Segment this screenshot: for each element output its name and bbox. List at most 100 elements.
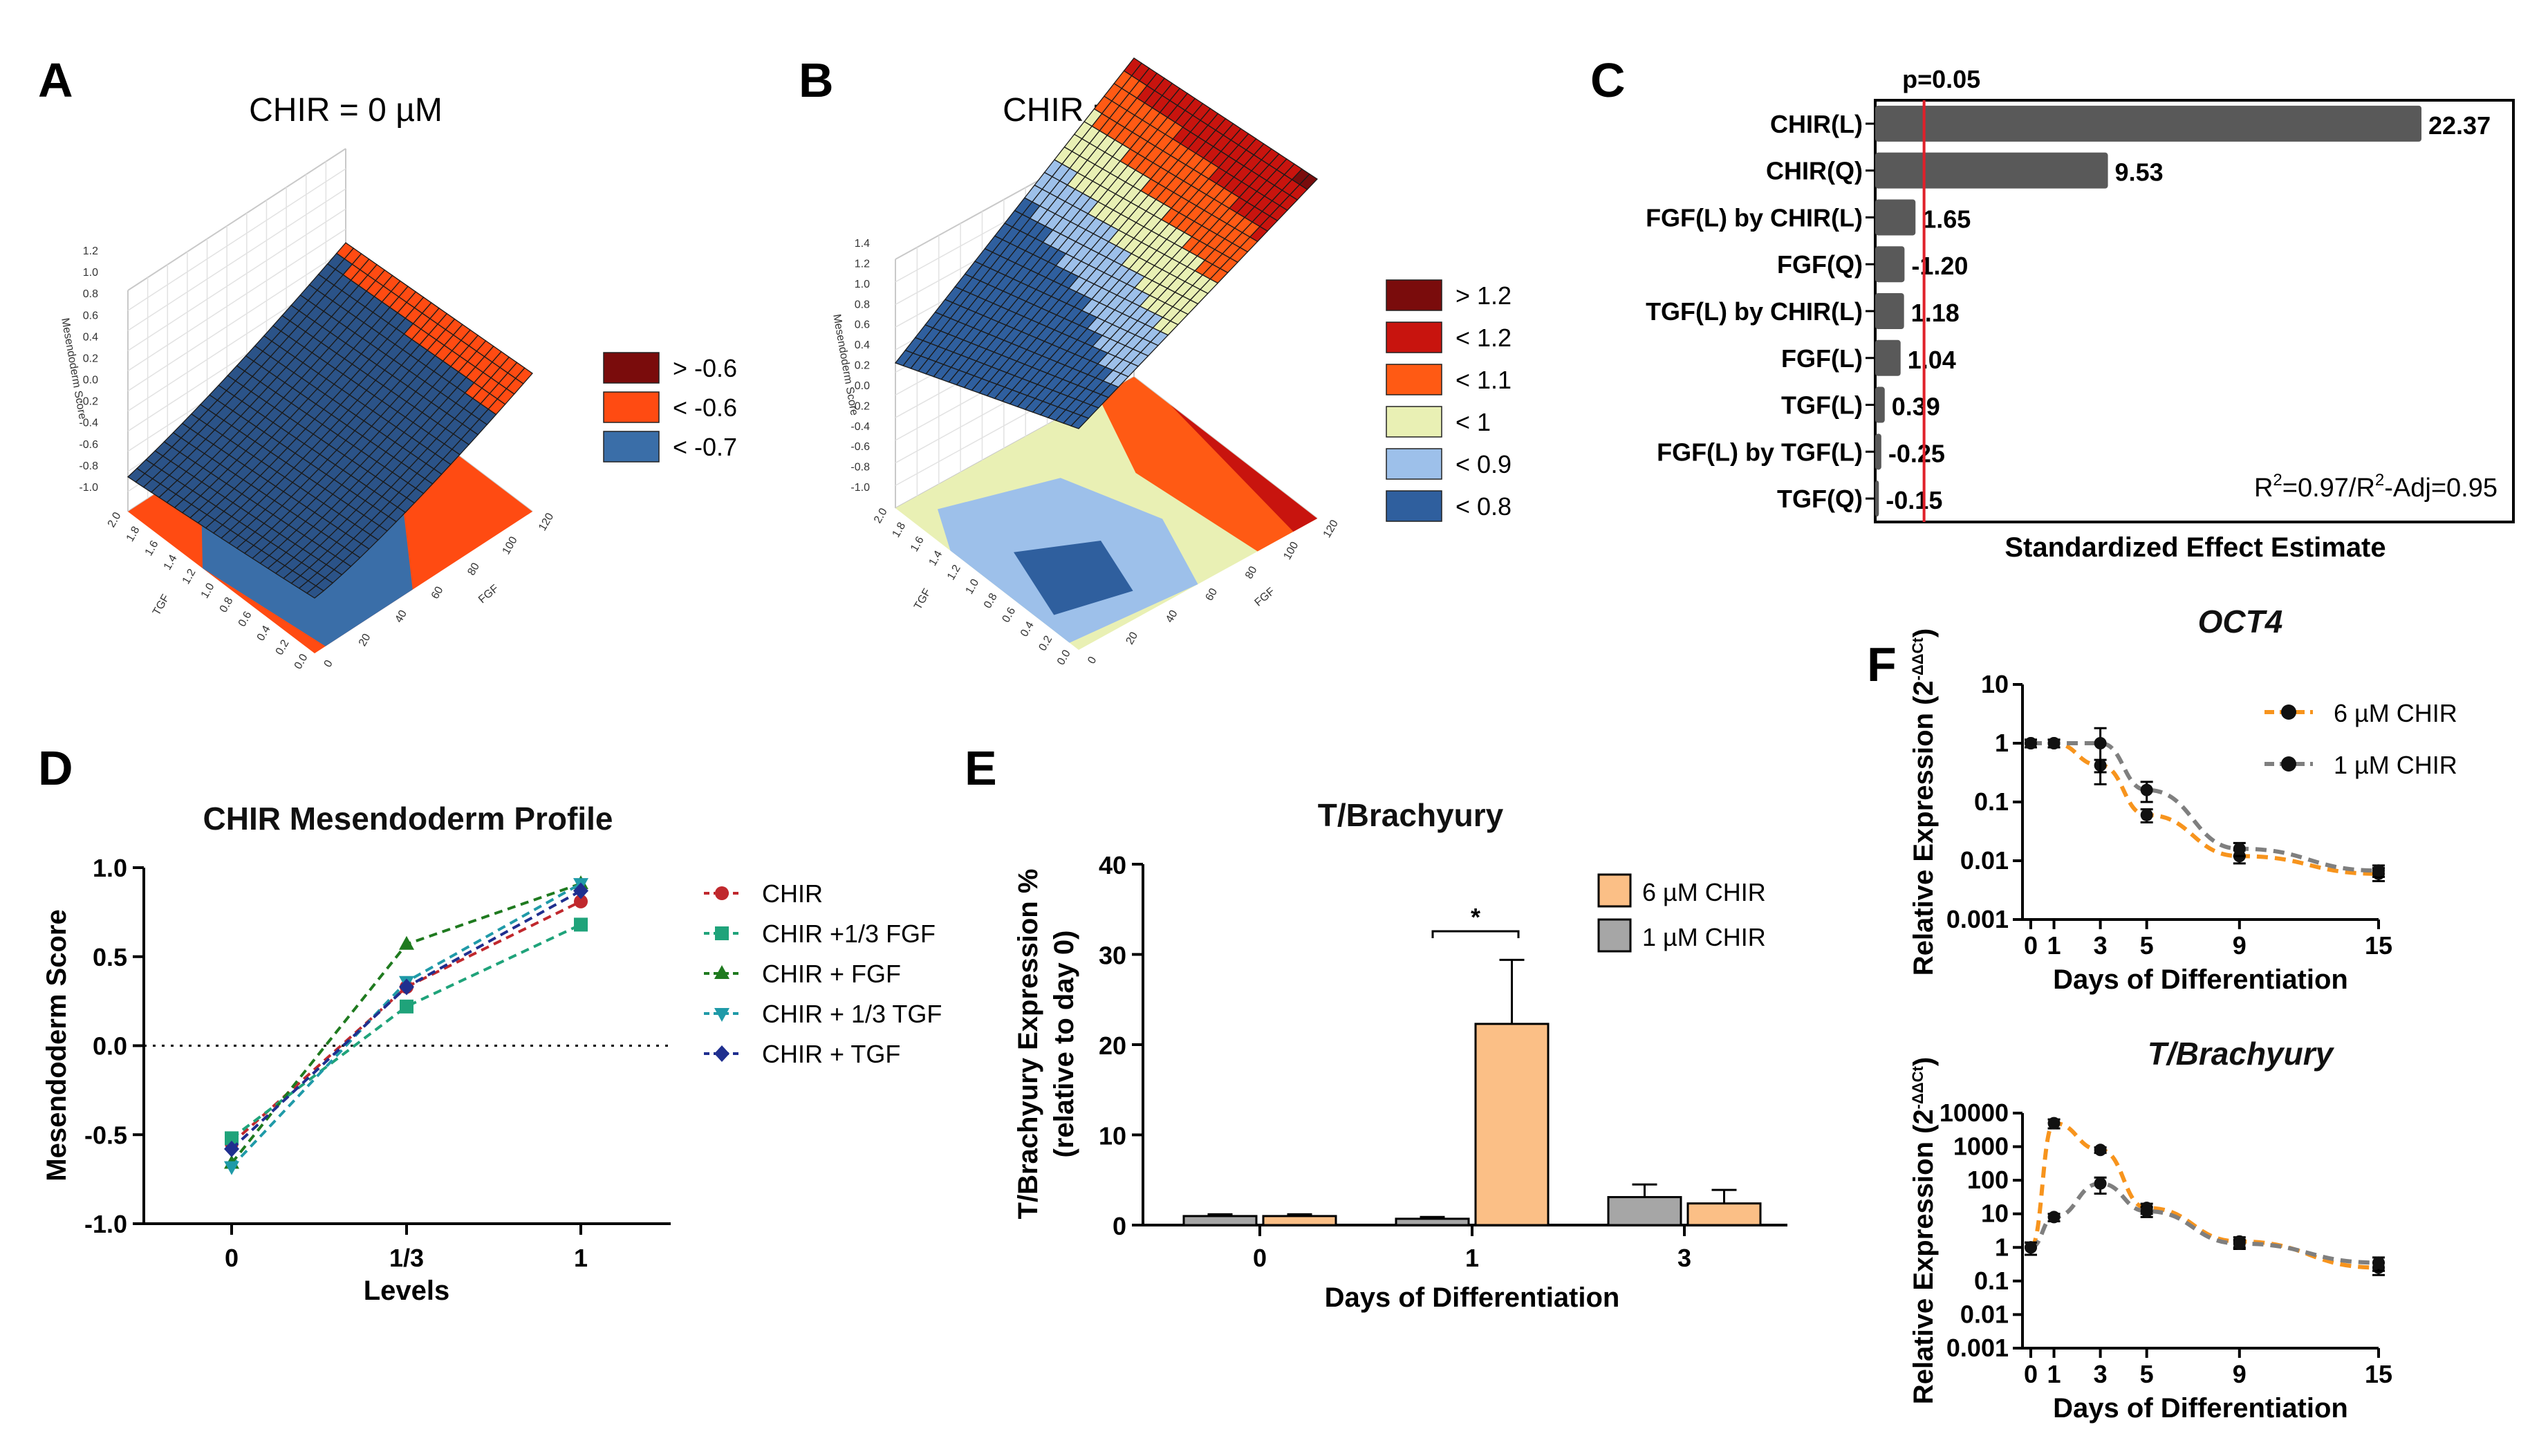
f-x-tick-label: 1 xyxy=(2047,1360,2061,1388)
f-legend-label: 1 µM CHIR xyxy=(2334,751,2457,779)
legend-label: < -0.6 xyxy=(673,393,737,422)
surface-fgf-axis-label: FGF xyxy=(1253,586,1278,609)
surface-tgf-tick-label: 1.0 xyxy=(963,577,981,597)
d-legend-label: CHIR xyxy=(762,879,823,908)
surface-z-tick-label: 1.0 xyxy=(855,279,870,290)
f-y-tick-label: 10 xyxy=(1981,670,2009,698)
surface-z-tick-label: 1.0 xyxy=(83,267,98,279)
surface-tgf-tick-label: 1.6 xyxy=(909,534,927,554)
surface-tgf-tick-label: 0.4 xyxy=(255,624,273,643)
e-x-tick-label: 1 xyxy=(1465,1244,1479,1272)
surface-z-tick-label: 0.0 xyxy=(83,375,98,386)
f-data-point xyxy=(2025,1241,2037,1254)
c-category-label: FGF(L) by TGF(L) xyxy=(1657,438,1863,466)
f-data-point xyxy=(2047,737,2061,749)
surface-tgf-tick-label: 0.6 xyxy=(1000,606,1018,625)
surface-z-tick-label: 0.2 xyxy=(855,360,870,372)
c-category-label: TGF(L) xyxy=(1781,391,1863,420)
f-y-tick-label: 0.001 xyxy=(1946,905,2009,933)
f-y-tick-label: 0.01 xyxy=(1960,1300,2009,1328)
d-series-line xyxy=(230,900,582,1145)
surface-floor-band xyxy=(1014,541,1133,615)
surface-z-tick-label: -1.0 xyxy=(850,482,870,494)
surface-tgf-tick-label: 1.8 xyxy=(124,525,142,544)
e-x-axis-label: Days of Differentiation xyxy=(1325,1282,1620,1313)
legend-label: < 1.2 xyxy=(1455,324,1512,352)
legend-label: < 0.9 xyxy=(1455,450,1512,478)
panel-d-line-chart: CHIR Mesendoderm Profile 1.0 0.5 0.0 -0.5 -1… xyxy=(41,801,942,1306)
surface-tgf-tick-label: 1.8 xyxy=(890,521,908,540)
e-y-tick-label: 0 xyxy=(1113,1212,1126,1240)
f-data-point xyxy=(2140,783,2153,796)
surface-wall-grid-line xyxy=(127,228,346,371)
f-x-tick-label: 5 xyxy=(2140,1360,2154,1388)
surface-tgf-tick-label: 2.0 xyxy=(106,510,124,530)
f-y-axis-label-close: ) xyxy=(1908,1057,1939,1066)
panel-label-f: F xyxy=(1867,637,1897,691)
f-x-tick-label: 0 xyxy=(2024,1360,2038,1388)
surface-wall-grid-line xyxy=(127,248,346,392)
d-y-axis-label: Mesendoderm Score xyxy=(41,909,72,1181)
f-data-point xyxy=(2025,737,2037,749)
legend-label: > 1.2 xyxy=(1455,281,1512,310)
c-effect-bar xyxy=(1875,386,1885,423)
surface-fgf-tick-label: 120 xyxy=(537,511,556,533)
e-x-tick-label: 0 xyxy=(1253,1244,1267,1272)
d-y-tick-label: -1.0 xyxy=(84,1210,127,1238)
d-legend-marker xyxy=(714,965,729,979)
c-value-label: -1.20 xyxy=(1911,252,1968,280)
c-value-label: 1.65 xyxy=(1922,205,1971,233)
c-effect-bar xyxy=(1875,339,1901,376)
e-legend-swatch xyxy=(1597,918,1632,953)
legend-label: > -0.6 xyxy=(673,354,737,382)
surface-tgf-tick-label: 0.8 xyxy=(218,595,236,615)
d-series-line xyxy=(230,882,582,1168)
surface-fgf-axis-label: FGF xyxy=(476,583,501,606)
panel-label-a: A xyxy=(38,53,73,107)
surface-z-tick-label: 0.4 xyxy=(855,339,870,351)
surface-fgf-tick-label: 60 xyxy=(1204,586,1220,603)
e-bar xyxy=(1474,1023,1550,1226)
f-data-point xyxy=(2372,864,2385,877)
d-x-tick-label: 0 xyxy=(225,1244,239,1272)
surface-fgf-tick-label: 80 xyxy=(465,561,482,577)
panel-d-title: CHIR Mesendoderm Profile xyxy=(203,801,613,837)
c-r2-part: 2 xyxy=(2273,471,2282,489)
surface-z-tick-label: 0.8 xyxy=(83,288,98,300)
e-y-tick-label: 10 xyxy=(1099,1122,1126,1150)
surface-fgf-tick-label: 40 xyxy=(1164,608,1180,625)
f-data-point xyxy=(2233,842,2246,855)
surface-z-tick-label: -0.8 xyxy=(79,460,98,472)
f-y-axis-label-close: ) xyxy=(1908,628,1939,637)
f-y-tick-label: 10 xyxy=(1981,1200,2009,1228)
f-data-point xyxy=(2047,1211,2061,1224)
c-effect-bar xyxy=(1875,152,2108,189)
c-category-label: CHIR(Q) xyxy=(1766,157,1863,185)
surface-fgf-tick-label: 60 xyxy=(429,585,446,601)
c-value-label: -0.15 xyxy=(1886,486,1942,514)
f-y-tick-label: 1 xyxy=(1995,1233,2009,1261)
c-category-label: FGF(L) xyxy=(1781,344,1863,373)
panel-a-title: CHIR = 0 µM xyxy=(249,92,443,129)
f-x-axis-label: Days of Differentiation xyxy=(2053,1393,2348,1424)
d-legend-label: CHIR + FGF xyxy=(762,960,901,988)
panel-e-bar-chart: T/Brachyury 0 10 20 30 40 0 1 3 * Days of Differe… xyxy=(1013,797,1787,1313)
legend-label: < 1.1 xyxy=(1455,366,1512,394)
c-x-axis-label: Standardized Effect Estimate xyxy=(2005,532,2385,563)
f-y-tick-label: 0.1 xyxy=(1974,1267,2009,1295)
f-data-point xyxy=(2094,1144,2107,1157)
f-y-axis-label-main: Relative Expression (2 xyxy=(1908,1109,1939,1404)
panel-f-brachyury-title: T/Brachyury xyxy=(2148,1036,2335,1072)
surface-fgf-tick-label: 40 xyxy=(393,608,409,625)
legend-swatch xyxy=(1386,490,1442,522)
surface-tgf-tick-label: 0.8 xyxy=(982,591,1000,610)
panel-c-effect-bar-chart: CHIR(L) 22.37 CHIR(Q) 9.53 FGF(L) by CHIR(L)… xyxy=(1646,65,2515,563)
surface-fgf-tick-label: 20 xyxy=(1124,630,1141,646)
e-legend-label: 6 µM CHIR xyxy=(1642,878,1766,906)
surface-z-tick-label: 1.4 xyxy=(855,238,870,250)
f-x-axis-label: Days of Differentiation xyxy=(2053,964,2348,995)
surface-tgf-tick-label: 1.4 xyxy=(927,549,945,568)
f-series-line xyxy=(2031,741,2379,876)
surface-tgf-axis-label: TGF xyxy=(912,587,933,612)
